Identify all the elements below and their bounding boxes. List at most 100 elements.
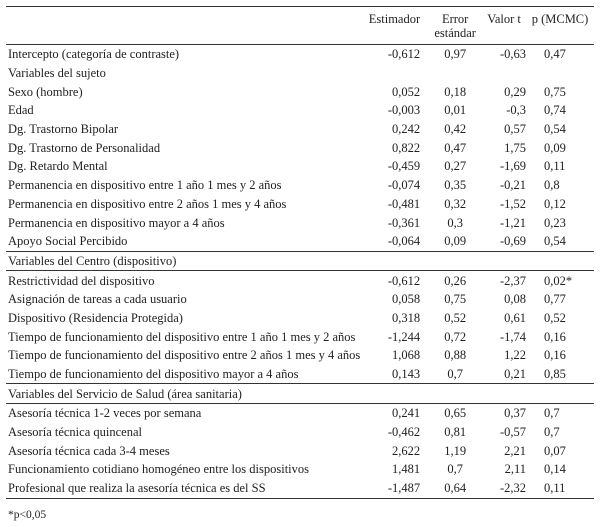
empty-cell bbox=[482, 64, 526, 83]
row-label: Apoyo Social Percibido bbox=[8, 234, 128, 249]
row-label: Edad bbox=[8, 103, 34, 118]
table-row: Restrictividad del dispositivo -0,612 0,26… bbox=[6, 271, 594, 290]
valor-t-cell: 0,57 bbox=[504, 122, 527, 137]
error-cell: 0,35 bbox=[444, 178, 467, 193]
header-estimador: Estimador bbox=[368, 12, 421, 26]
p-cell: 0,11 bbox=[544, 159, 566, 174]
table-row: Dg. Retardo Mental -0,459 0,27 -1,69 0,11 bbox=[6, 157, 594, 176]
p-cell: 0,12 bbox=[544, 196, 566, 211]
estimador-cell: 0,052 bbox=[392, 84, 421, 99]
p-cell: 0,8 bbox=[544, 178, 560, 193]
section-header-row: Variables del Servicio de Salud (área sa… bbox=[6, 384, 594, 404]
estimador-cell: 0,241 bbox=[392, 406, 421, 421]
table-row: Profesional que realiza la asesoría técn… bbox=[6, 479, 594, 498]
table-row: Permanencia en dispositivo entre 2 años … bbox=[6, 195, 594, 214]
row-label: Profesional que realiza la asesoría técn… bbox=[8, 481, 266, 496]
row-label: Dg. Trastorno de Personalidad bbox=[8, 140, 161, 155]
row-label: Restrictividad del dispositivo bbox=[8, 273, 155, 288]
p-cell: 0,09 bbox=[544, 140, 566, 155]
valor-t-cell: 0,29 bbox=[504, 84, 527, 99]
valor-t-cell: -0,63 bbox=[499, 47, 527, 62]
error-cell: 0,97 bbox=[444, 47, 467, 62]
valor-t-cell: -2,32 bbox=[499, 481, 527, 496]
valor-t-cell: 1,75 bbox=[504, 140, 527, 155]
table-row: Dg. Trastorno de Personalidad 0,822 0,47 1,… bbox=[6, 138, 594, 157]
estimador-cell: 1,068 bbox=[392, 348, 421, 363]
empty-cell bbox=[428, 384, 482, 404]
row-label: Permanencia en dispositivo entre 1 año 1… bbox=[8, 178, 282, 193]
row-label: Tiempo de funcionamiento del dispositivo… bbox=[8, 348, 361, 363]
valor-t-cell: -2,37 bbox=[499, 273, 527, 288]
valor-t-cell: -1,52 bbox=[499, 196, 527, 211]
p-cell: 0,47 bbox=[544, 47, 566, 62]
error-cell: 0,27 bbox=[444, 159, 467, 174]
header-label bbox=[6, 7, 360, 45]
error-cell: 1,19 bbox=[444, 443, 467, 458]
row-label: Permanencia en dispositivo entre 2 años … bbox=[8, 196, 287, 211]
estimador-cell: -0,003 bbox=[387, 103, 421, 118]
estimador-cell: 1,481 bbox=[392, 462, 421, 477]
p-cell: 0,16 bbox=[544, 348, 566, 363]
error-cell: 0,72 bbox=[444, 329, 467, 344]
table-row: Intercepto (categoría de contraste) -0,61… bbox=[6, 45, 594, 64]
table-row: Asesoría técnica quincenal -0,462 0,81 -0,5… bbox=[6, 423, 594, 442]
row-label: Asesoría técnica quincenal bbox=[8, 425, 142, 440]
p-cell: 0,77 bbox=[544, 292, 566, 307]
row-label: Variables del sujeto bbox=[8, 66, 106, 81]
error-cell: 0,64 bbox=[444, 481, 467, 496]
row-label: Asignación de tareas a cada usuario bbox=[8, 292, 187, 307]
table-row: Apoyo Social Percibido -0,064 0,09 -0,69 0,5… bbox=[6, 232, 594, 252]
table-row: Asesoría técnica cada 3-4 meses 2,622 1,19… bbox=[6, 441, 594, 460]
empty-cell bbox=[526, 384, 594, 404]
section-header-row: Variables del sujeto bbox=[6, 64, 594, 83]
estimador-cell: 0,058 bbox=[392, 292, 421, 307]
estimador-cell: -0,462 bbox=[387, 425, 421, 440]
error-cell: 0,7 bbox=[447, 462, 463, 477]
valor-t-cell: 0,08 bbox=[504, 292, 527, 307]
table-row: Dispositivo (Residencia Protegida) 0,318 0… bbox=[6, 309, 594, 328]
results-table: Estimador Error estándar Valor t p (MCMC… bbox=[6, 6, 594, 499]
error-cell: 0,26 bbox=[444, 273, 467, 288]
header-error: Error estándar bbox=[434, 12, 476, 40]
empty-cell bbox=[526, 64, 594, 83]
estimador-cell: 0,143 bbox=[392, 367, 421, 382]
table-row: Dg. Trastorno Bipolar 0,242 0,42 0,57 0,54 bbox=[6, 120, 594, 139]
valor-t-cell: 1,22 bbox=[504, 348, 527, 363]
error-cell: 0,47 bbox=[444, 140, 467, 155]
empty-cell bbox=[526, 251, 594, 271]
table-row: Edad -0,003 0,01 -0,3 0,74 bbox=[6, 101, 594, 120]
error-cell: 0,42 bbox=[444, 122, 467, 137]
error-cell: 0,3 bbox=[447, 215, 463, 230]
valor-t-cell: 2,11 bbox=[504, 462, 527, 477]
valor-t-cell: 0,61 bbox=[504, 310, 527, 325]
p-cell: 0,54 bbox=[544, 234, 566, 249]
p-cell: 0,75 bbox=[544, 84, 566, 99]
header-p: p (MCMC) bbox=[531, 12, 589, 26]
error-cell: 0,09 bbox=[444, 234, 467, 249]
estimador-cell: -0,459 bbox=[387, 159, 421, 174]
valor-t-cell: -1,21 bbox=[499, 215, 527, 230]
footnote: *p<0,05 bbox=[8, 509, 47, 521]
row-label: Intercepto (categoría de contraste) bbox=[8, 47, 180, 62]
empty-cell bbox=[360, 64, 428, 83]
row-label: Funcionamiento cotidiano homogéneo entre… bbox=[8, 462, 310, 477]
p-cell: 0,7 bbox=[544, 425, 560, 440]
table-row: Tiempo de funcionamiento del dispositivo… bbox=[6, 346, 594, 365]
row-label: Sexo (hombre) bbox=[8, 84, 83, 99]
valor-t-cell: -1,69 bbox=[499, 159, 527, 174]
p-cell: 0,52 bbox=[544, 310, 566, 325]
estimador-cell: -0,612 bbox=[387, 47, 421, 62]
row-label: Variables del Centro (dispositivo) bbox=[8, 253, 177, 268]
p-cell: 0,07 bbox=[544, 443, 566, 458]
estimador-cell: -0,064 bbox=[387, 234, 421, 249]
table-row: Permanencia en dispositivo entre 1 año 1… bbox=[6, 176, 594, 195]
table-row: Funcionamiento cotidiano homogéneo entre… bbox=[6, 460, 594, 479]
p-cell: 0,23 bbox=[544, 215, 566, 230]
estimador-cell: -1,487 bbox=[387, 481, 421, 496]
row-label: Asesoría técnica cada 3-4 meses bbox=[8, 443, 170, 458]
error-cell: 0,18 bbox=[444, 84, 467, 99]
error-cell: 0,52 bbox=[444, 310, 467, 325]
valor-t-cell: -0,21 bbox=[499, 178, 527, 193]
error-cell: 0,32 bbox=[444, 196, 467, 211]
estimador-cell: -0,074 bbox=[387, 178, 421, 193]
